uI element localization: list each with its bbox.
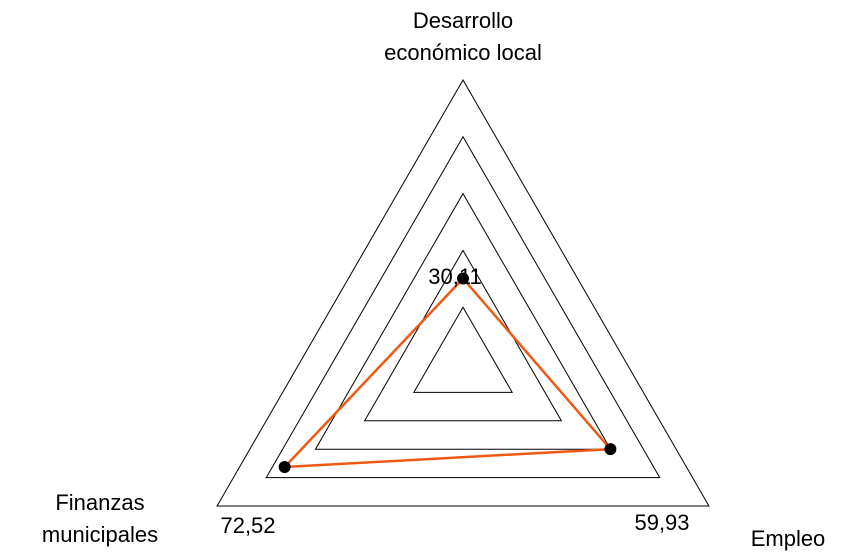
axis-label-desarrollo-line-1: Desarrollo [413, 8, 513, 33]
axis-label-desarrollo-line-2: económico local [384, 40, 542, 65]
grid-ring-20 [412, 306, 514, 393]
value-label-desarrollo: 30,11 [428, 264, 481, 289]
data-point-1 [604, 443, 617, 456]
grid-ring-80 [265, 135, 661, 479]
axis-label-empleo: Empleo [751, 526, 826, 551]
value-label-finanzas: 72,52 [220, 513, 275, 538]
grid-ring-100 [216, 79, 710, 507]
series-layer [278, 272, 617, 473]
data-point-0 [457, 272, 469, 285]
grid-ring-60 [314, 192, 612, 450]
grid-rings [216, 79, 710, 507]
labels-layer: Desarrollo económico local Empleo Finanz… [42, 8, 825, 551]
series-line-0 [283, 277, 612, 469]
value-label-empleo: 59,93 [634, 510, 689, 535]
axis-label-finanzas-line-1: Finanzas [55, 490, 144, 515]
axis-label-finanzas-line-2: municipales [42, 522, 158, 547]
data-point-2 [278, 460, 291, 473]
